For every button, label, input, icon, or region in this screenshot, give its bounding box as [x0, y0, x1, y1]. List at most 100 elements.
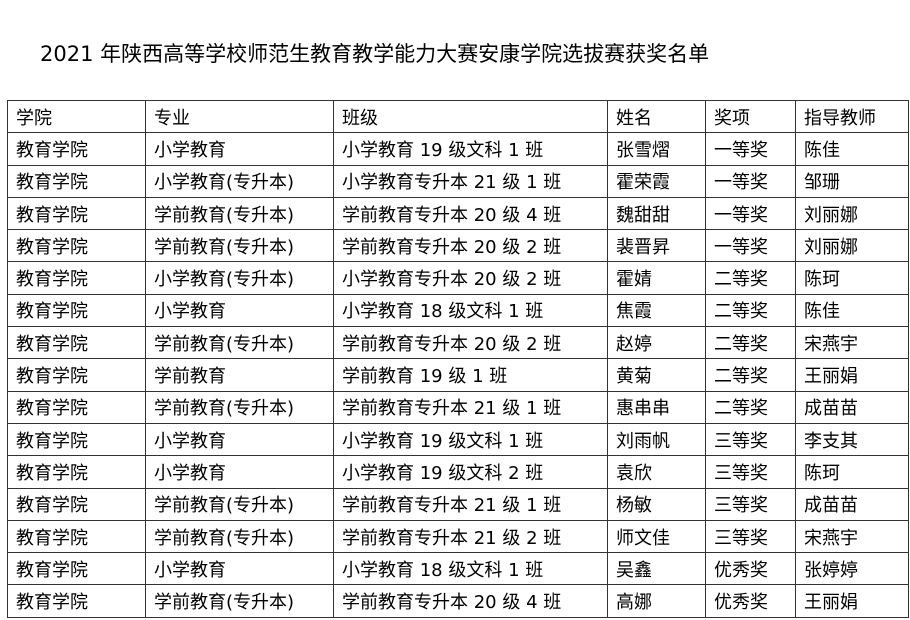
table-row: 教育学院 小学教育 小学教育 19 级文科 1 班刘雨帆 三等奖 李支其 — [7, 422, 909, 457]
cell-name: 杨敏 — [607, 487, 706, 521]
cell-college: 教育学院 — [7, 164, 146, 198]
table-row: 教育学院 小学教育 小学教育 19 级文科 1 班张雪熠 一等奖 陈佳 — [7, 132, 909, 166]
cell-college: 教育学院 — [7, 293, 146, 328]
cell-major: 学前教育(专升本) — [145, 519, 334, 554]
cell-award: 一等奖 — [705, 196, 796, 231]
cell-major: 小学教育 — [145, 455, 334, 489]
cell-name: 张雪熠 — [607, 132, 706, 166]
cell-award: 二等奖 — [705, 390, 796, 424]
header-advisor: 指导教师 — [795, 99, 909, 134]
table-row: 教育学院 学前教育(专升本) 学前教育专升本 20 级 2 班赵婷 二等奖 宋燕宇 — [7, 326, 909, 360]
cell-name: 高娜 — [607, 584, 706, 618]
cell-class: 小学教育专升本 20 级 2 班 — [333, 261, 608, 295]
cell-name: 魏甜甜 — [607, 196, 706, 231]
cell-college: 教育学院 — [7, 261, 146, 295]
table-row: 教育学院 学前教育(专升本) 学前教育专升本 20 级 2 班裴晋昇 一等奖 刘丽娜 — [7, 229, 909, 263]
cell-advisor: 成苗苗 — [795, 487, 909, 521]
cell-major: 小学教育(专升本) — [145, 261, 334, 295]
cell-name: 吴鑫 — [607, 552, 706, 586]
header-major: 专业 — [145, 99, 334, 134]
cell-class: 小学教育 19 级文科 2 班 — [333, 455, 608, 489]
cell-college: 教育学院 — [7, 132, 146, 166]
cell-advisor: 成苗苗 — [795, 390, 909, 424]
cell-major: 小学教育(专升本) — [145, 164, 334, 198]
cell-award: 三等奖 — [705, 455, 796, 489]
cell-award: 二等奖 — [705, 326, 796, 360]
cell-class: 小学教育专升本 21 级 1 班 — [333, 164, 608, 198]
cell-class: 学前教育专升本 21 级 2 班 — [333, 519, 608, 554]
cell-class: 学前教育专升本 20 级 4 班 — [333, 584, 608, 618]
header-college: 学院 — [7, 99, 146, 134]
header-class: 班级 — [333, 99, 608, 134]
cell-name: 惠串串 — [607, 390, 706, 424]
cell-award: 三等奖 — [705, 422, 796, 457]
table-row: 教育学院 学前教育(专升本) 学前教育专升本 20 级 4 班魏甜甜 一等奖 刘丽娜 — [7, 196, 909, 231]
cell-name: 赵婷 — [607, 326, 706, 360]
cell-major: 学前教育(专升本) — [145, 326, 334, 360]
table-header-row: 学院 专业 班级 姓名 奖项 指导教师 — [7, 99, 909, 134]
cell-award: 三等奖 — [705, 519, 796, 554]
header-award: 奖项 — [705, 99, 796, 134]
cell-major: 小学教育 — [145, 293, 334, 328]
table-row: 教育学院 小学教育(专升本) 小学教育专升本 20 级 2 班霍婧 二等奖 陈珂 — [7, 261, 909, 295]
cell-class: 学前教育 19 级 1 班 — [333, 358, 608, 392]
table-row: 教育学院 学前教育 学前教育 19 级 1 班黄菊 二等奖 王丽娟 — [7, 358, 909, 392]
cell-college: 教育学院 — [7, 390, 146, 424]
header-name: 姓名 — [607, 99, 706, 134]
cell-class: 学前教育专升本 21 级 1 班 — [333, 487, 608, 521]
cell-name: 黄菊 — [607, 358, 706, 392]
cell-class: 学前教育专升本 20 级 4 班 — [333, 196, 608, 231]
table-row: 教育学院 学前教育(专升本) 学前教育专升本 21 级 1 班杨敏 三等奖 成苗苗 — [7, 487, 909, 521]
table-row: 教育学院 小学教育 小学教育 19 级文科 2 班袁欣 三等奖 陈珂 — [7, 455, 909, 489]
cell-award: 二等奖 — [705, 293, 796, 328]
table-row: 教育学院 小学教育 小学教育 18 级文科 1 班焦霞 二等奖 陈佳 — [7, 293, 909, 328]
cell-name: 裴晋昇 — [607, 229, 706, 263]
cell-name: 焦霞 — [607, 293, 706, 328]
cell-major: 学前教育 — [145, 358, 334, 392]
cell-advisor: 陈佳 — [795, 293, 909, 328]
cell-advisor: 刘丽娜 — [795, 196, 909, 231]
cell-class: 小学教育 18 级文科 1 班 — [333, 552, 608, 586]
cell-major: 学前教育(专升本) — [145, 229, 334, 263]
cell-award: 优秀奖 — [705, 584, 796, 618]
document-title: 2021 年陕西高等学校师范生教育教学能力大赛安康学院选拔赛获奖名单 — [40, 42, 710, 66]
cell-class: 小学教育 18 级文科 1 班 — [333, 293, 608, 328]
cell-advisor: 邹珊 — [795, 164, 909, 198]
cell-advisor: 刘丽娜 — [795, 229, 909, 263]
cell-major: 学前教育(专升本) — [145, 196, 334, 231]
cell-name: 刘雨帆 — [607, 422, 706, 457]
table-row: 教育学院 小学教育 小学教育 18 级文科 1 班吴鑫 优秀奖 张婷婷 — [7, 552, 909, 586]
table-row: 教育学院 小学教育(专升本) 小学教育专升本 21 级 1 班霍荣霞 一等奖 邹珊 — [7, 164, 909, 198]
cell-advisor: 李支其 — [795, 422, 909, 457]
cell-major: 小学教育 — [145, 552, 334, 586]
table-row: 教育学院 学前教育(专升本) 学前教育专升本 20 级 4 班高娜 优秀奖 王丽娟 — [7, 584, 909, 618]
cell-advisor: 陈佳 — [795, 132, 909, 166]
cell-advisor: 陈珂 — [795, 455, 909, 489]
cell-name: 师文佳 — [607, 519, 706, 554]
cell-college: 教育学院 — [7, 326, 146, 360]
cell-advisor: 王丽娟 — [795, 358, 909, 392]
cell-award: 二等奖 — [705, 358, 796, 392]
cell-class: 小学教育 19 级文科 1 班 — [333, 422, 608, 457]
cell-class: 小学教育 19 级文科 1 班 — [333, 132, 608, 166]
cell-award: 优秀奖 — [705, 552, 796, 586]
cell-advisor: 宋燕宇 — [795, 326, 909, 360]
cell-college: 教育学院 — [7, 229, 146, 263]
cell-major: 学前教育(专升本) — [145, 487, 334, 521]
table-row: 教育学院 学前教育(专升本) 学前教育专升本 21 级 2 班师文佳 三等奖 宋燕宇 — [7, 519, 909, 554]
cell-award: 一等奖 — [705, 164, 796, 198]
cell-class: 学前教育专升本 20 级 2 班 — [333, 326, 608, 360]
cell-college: 教育学院 — [7, 196, 146, 231]
cell-award: 二等奖 — [705, 261, 796, 295]
cell-award: 三等奖 — [705, 487, 796, 521]
cell-name: 霍婧 — [607, 261, 706, 295]
cell-major: 学前教育(专升本) — [145, 584, 334, 618]
award-table: 学院 专业 班级 姓名 奖项 指导教师 教育学院 小学教育 小学教育 19 级文科 1 班张雪… — [7, 99, 909, 618]
cell-college: 教育学院 — [7, 422, 146, 457]
cell-major: 学前教育(专升本) — [145, 390, 334, 424]
cell-award: 一等奖 — [705, 132, 796, 166]
cell-class: 学前教育专升本 20 级 2 班 — [333, 229, 608, 263]
cell-advisor: 宋燕宇 — [795, 519, 909, 554]
cell-class: 学前教育专升本 21 级 1 班 — [333, 390, 608, 424]
cell-college: 教育学院 — [7, 487, 146, 521]
